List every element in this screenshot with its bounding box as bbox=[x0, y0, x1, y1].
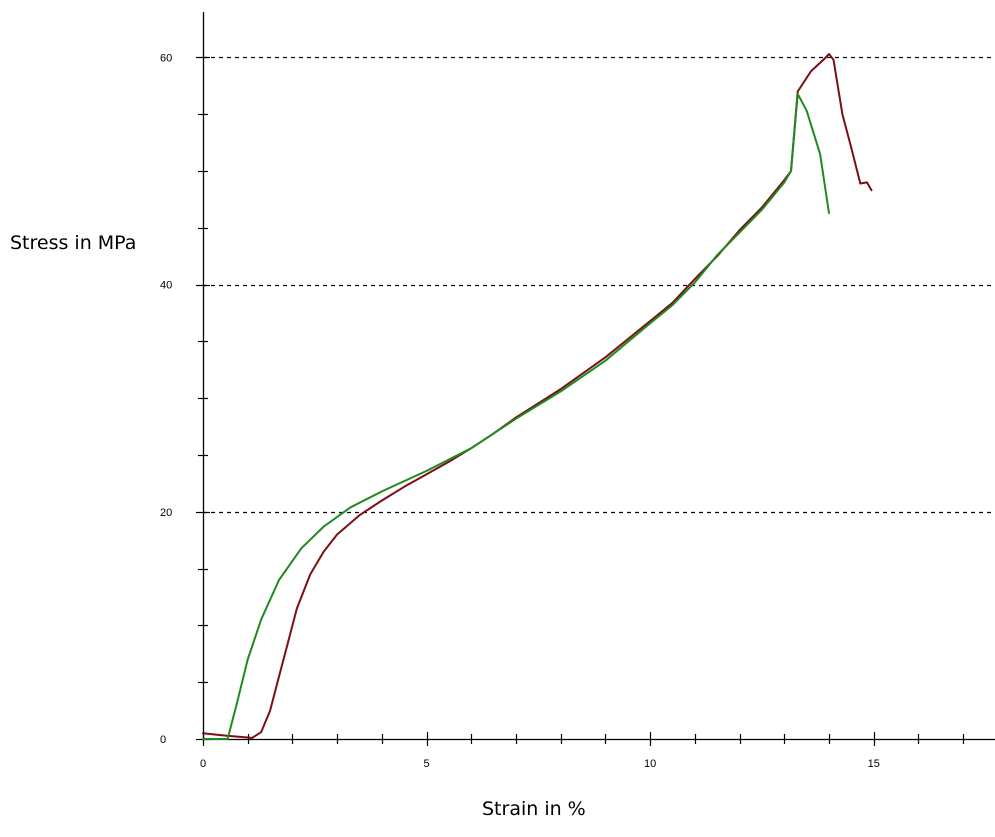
x-axis-title: Strain in % bbox=[482, 798, 586, 820]
data-series bbox=[202, 53, 873, 740]
series-line-2 bbox=[202, 92, 830, 740]
grid-lines bbox=[203, 56, 995, 514]
y-axis-title: Stress in MPa bbox=[10, 232, 137, 254]
series-line-1 bbox=[202, 53, 873, 739]
x-tick-label-0: 0 bbox=[200, 758, 206, 770]
y-tick-label-0: 0 bbox=[160, 734, 166, 746]
x-tick-label-15: 15 bbox=[868, 758, 880, 770]
y-tick-label-20: 20 bbox=[160, 507, 172, 519]
y-tick-label-40: 40 bbox=[160, 280, 172, 292]
tick-labels: 0 20 40 60 0 5 10 15 bbox=[160, 52, 880, 770]
axes bbox=[196, 12, 995, 746]
x-tick-label-10: 10 bbox=[644, 758, 656, 770]
x-tick-label-5: 5 bbox=[424, 758, 430, 770]
y-tick-label-60: 60 bbox=[160, 52, 172, 64]
